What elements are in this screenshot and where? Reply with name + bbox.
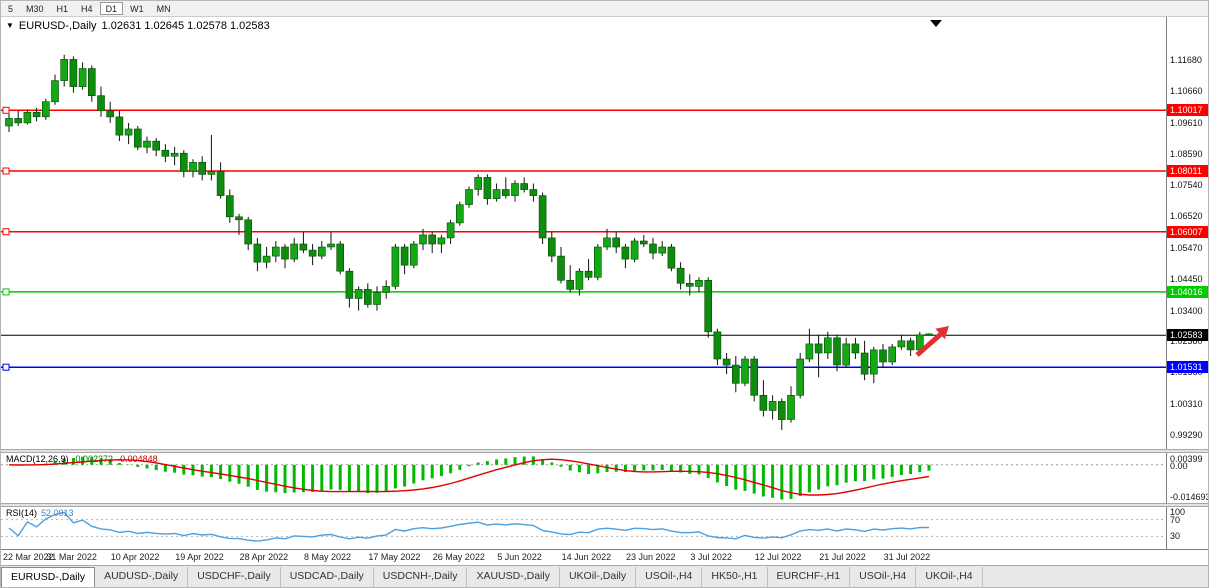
current-price-tag: 1.02583 (1167, 329, 1208, 342)
price-axis-tick: 1.06520 (1170, 211, 1203, 222)
price-axis-tick: 1.05470 (1170, 242, 1203, 253)
price-axis-tick: 1.11680 (1170, 54, 1202, 65)
date-tick-label: 17 May 2022 (368, 552, 421, 562)
price-axis-tick: 1.10660 (1170, 85, 1203, 96)
chart-tab-usoilh4[interactable]: USOil-,H4 (636, 567, 703, 587)
hline-price-tag: 1.06007 (1167, 225, 1208, 238)
rsi-panel-canvas[interactable] (1, 507, 1166, 549)
price-chart-canvas[interactable] (1, 17, 1166, 449)
price-axis-tick: 1.09610 (1170, 117, 1203, 128)
chart-tab-ukoildaily[interactable]: UKOil-,Daily (560, 567, 637, 587)
price-axis-border (1166, 17, 1167, 549)
date-tick-label: 5 Jun 2022 (497, 552, 542, 562)
date-tick-label: 8 May 2022 (304, 552, 352, 562)
chart-symbol-label: EURUSD-,Daily (18, 20, 97, 32)
chart-tab-xauusddaily[interactable]: XAUUSD-,Daily (467, 567, 560, 587)
chart-tab-eurusddaily[interactable]: EURUSD-,Daily (1, 567, 96, 587)
hline-price-tag: 1.08011 (1167, 165, 1208, 178)
chart-tab-hk50h1[interactable]: HK50-,H1 (702, 567, 768, 587)
timeframe-button-mn[interactable]: MN (156, 4, 171, 14)
rsi-level-label: 100 (1170, 507, 1186, 517)
price-axis-tick: 1.08590 (1170, 148, 1203, 159)
macd-axis-label: 0.00 (1170, 460, 1188, 471)
macd-label-text: MACD(12,26,9) (6, 454, 69, 464)
price-axis-tick: 1.02380 (1170, 336, 1203, 347)
price-axis-tick: 1.03400 (1170, 305, 1203, 316)
date-tick-label: 14 Jun 2022 (561, 552, 612, 562)
chart-ohlc-values: 1.02631 1.02645 1.02578 1.02583 (101, 20, 270, 32)
date-tick-label: 31 Mar 2022 (46, 552, 97, 562)
chart-tab-usdchfdaily[interactable]: USDCHF-,Daily (188, 567, 281, 587)
timeframe-toolbar: 5 M30 H1 H4 D1 W1 MN (1, 1, 1208, 17)
macd-panel-separator[interactable] (1, 449, 1208, 453)
date-tick-label: 10 Apr 2022 (110, 552, 160, 562)
rsi-panel-separator[interactable] (1, 503, 1208, 507)
rsi-value: 52.0913 (41, 508, 74, 518)
hline-price-tag: 1.10017 (1167, 104, 1208, 117)
macd-panel-canvas[interactable] (1, 453, 1166, 503)
date-tick-label: 22 Mar 2022 (3, 552, 54, 562)
shift-end-marker-icon (930, 20, 942, 27)
chart-tab-usdcnhdaily[interactable]: USDCNH-,Daily (374, 567, 468, 587)
timeframe-button-m30[interactable]: M30 (26, 4, 44, 14)
hline-price-tag: 1.01531 (1167, 361, 1208, 374)
timeframe-button-h1[interactable]: H1 (56, 4, 69, 14)
timeframe-button-h4[interactable]: H4 (81, 4, 93, 14)
date-tick-label: 12 Jul 2022 (754, 552, 802, 562)
price-axis-tick: 1.07540 (1170, 180, 1203, 191)
macd-label: MACD(12,26,9) -0.002372 -0.004848 (6, 454, 158, 464)
macd-axis-label: 0.00399 (1170, 454, 1203, 464)
chart-tab-usdcaddaily[interactable]: USDCAD-,Daily (281, 567, 374, 587)
macd-signal-value: -0.004848 (117, 454, 158, 464)
timeframe-button-5[interactable]: 5 (8, 4, 14, 14)
price-axis-tick: 0.99290 (1170, 429, 1203, 440)
timeframe-button-w1[interactable]: W1 (130, 4, 144, 14)
date-tick-label: 23 Jun 2022 (626, 552, 676, 562)
date-tick-label: 21 Jul 2022 (819, 552, 866, 562)
chart-tab-audusddaily[interactable]: AUDUSD-,Daily (95, 567, 189, 587)
chart-tab-usoilh4[interactable]: USOil-,H4 (850, 567, 917, 587)
chart-tab-ukoilh4[interactable]: UKOil-,H4 (916, 567, 983, 587)
price-axis-tick: 1.00310 (1170, 399, 1203, 410)
date-tick-label: 19 Apr 2022 (175, 552, 224, 562)
price-axis-tick: 1.04450 (1170, 273, 1203, 284)
chart-tab-eurchfh1[interactable]: EURCHF-,H1 (768, 567, 851, 587)
chart-title: ▼ EURUSD-,Daily 1.02631 1.02645 1.02578 … (6, 20, 270, 32)
date-tick-label: 28 Apr 2022 (239, 552, 289, 562)
macd-axis-label: -0.014693 (1170, 492, 1209, 502)
time-axis[interactable]: 22 Mar 2022 31 Mar 2022 10 Apr 2022 19 Apr … (1, 549, 1208, 565)
symbol-dropdown-icon: ▼ (6, 21, 14, 30)
up-arrow-annotation-icon (935, 326, 949, 340)
timeframe-button-d1[interactable]: D1 (99, 2, 124, 15)
chart-area: ▼ EURUSD-,Daily 1.02631 1.02645 1.02578 … (1, 17, 1209, 565)
hline-price-tag: 1.04016 (1167, 285, 1208, 298)
rsi-label: RSI(14) 52.0913 (6, 508, 74, 518)
rsi-level-label: 30 (1170, 531, 1181, 542)
date-tick-label: 3 Jul 2022 (690, 552, 732, 562)
chart-tabs-bar: EURUSD-,Daily AUDUSD-,Daily USDCHF-,Daily U… (1, 565, 1208, 587)
date-tick-label: 31 Jul 2022 (883, 552, 931, 562)
date-tick-label: 26 May 2022 (432, 552, 485, 562)
rsi-level-label: 70 (1170, 514, 1181, 525)
rsi-label-text: RSI(14) (6, 508, 38, 518)
macd-main-value: -0.002372 (72, 454, 114, 464)
